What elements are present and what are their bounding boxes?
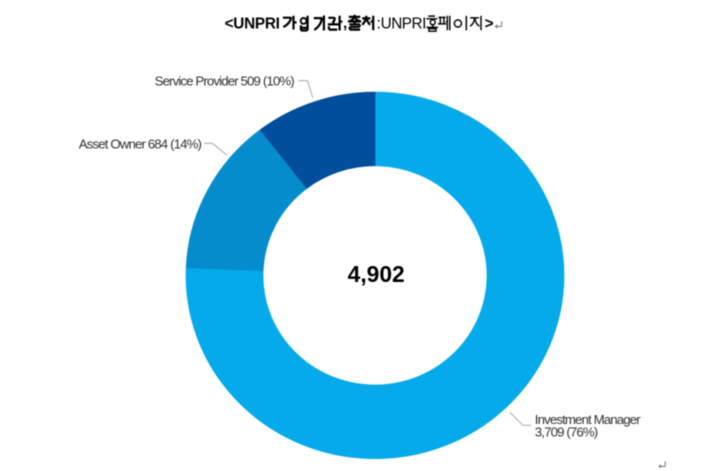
svg-text:<UNPRI: <UNPRI [225, 16, 280, 33]
svg-text::: : [377, 16, 381, 33]
svg-text:UNPRI: UNPRI [381, 16, 426, 33]
svg-text:Investment Manager: Investment Manager [535, 412, 641, 427]
svg-text:Service Provider 509 (10%): Service Provider 509 (10%) [155, 73, 295, 88]
svg-text:Asset Owner 684 (14%): Asset Owner 684 (14%) [79, 137, 202, 152]
svg-text:3,709 (76%): 3,709 (76%) [535, 424, 598, 439]
svg-text:>: > [485, 16, 494, 33]
svg-text:4,902: 4,902 [348, 261, 405, 287]
svg-text:,: , [343, 15, 347, 32]
